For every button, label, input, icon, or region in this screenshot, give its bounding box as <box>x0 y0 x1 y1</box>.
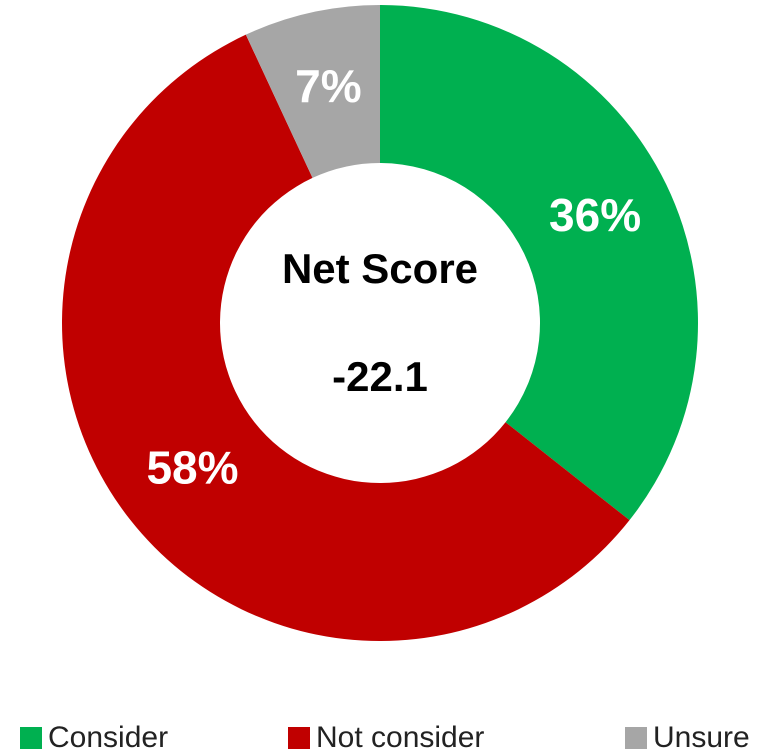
legend-swatch <box>288 727 310 749</box>
legend-swatch <box>625 727 647 749</box>
center-value: -22.1 <box>332 353 428 400</box>
center-title: Net Score <box>282 245 478 292</box>
data-label: 36% <box>549 189 641 241</box>
donut-segment <box>380 5 698 521</box>
legend-swatch <box>20 727 42 749</box>
legend-label: Consider <box>48 721 168 751</box>
data-label: 7% <box>295 60 361 112</box>
donut-segment <box>61 34 630 642</box>
data-label: 58% <box>146 441 238 493</box>
legend-label: Unsure <box>653 721 750 751</box>
donut-segment <box>245 5 380 178</box>
legend-label: Not consider <box>316 721 484 751</box>
